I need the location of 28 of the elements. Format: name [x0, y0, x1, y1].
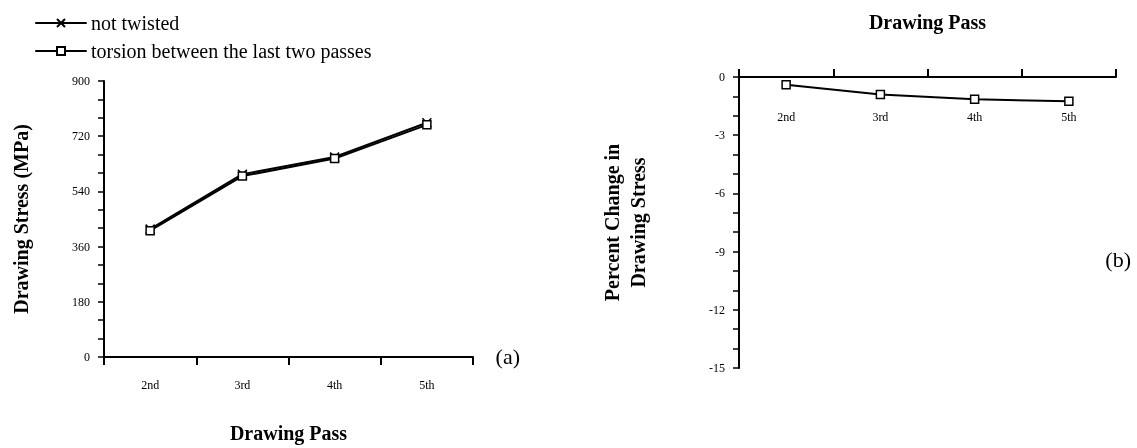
annotation: (b)	[1105, 246, 1131, 272]
y-axis-title: Percent Change in Drawing Stress	[601, 143, 650, 302]
x-tick-label: 5th	[419, 378, 435, 392]
y-tick-label: -9	[715, 244, 725, 259]
y-tick-label: -3	[715, 128, 725, 143]
x-tick-label: 3rd	[234, 378, 251, 392]
x-tick-label: 2nd	[141, 378, 160, 392]
y-tick-label: 0	[719, 70, 725, 84]
x-axis-title: Drawing Pass	[229, 422, 348, 445]
legend-label: torsion between the last two passes	[91, 40, 372, 63]
y-tick-label: 900	[72, 74, 90, 88]
y-tick-label: 0	[84, 350, 90, 364]
y-tick-label: -6	[715, 186, 725, 201]
y-axis-title: Drawing Stress (MPa)	[10, 124, 33, 314]
y-tick-label: -15	[709, 361, 725, 375]
x-tick-label: 4th	[326, 378, 343, 392]
x-axis-title: Drawing Pass	[868, 11, 987, 34]
y-tick-label: -12	[709, 302, 725, 317]
x-tick-label: 5th	[1061, 110, 1077, 124]
x-tick-label: 2nd	[777, 110, 796, 124]
y-tick-label: 540	[72, 184, 90, 199]
legend-label: not twisted	[91, 12, 180, 34]
y-tick-label: 720	[72, 129, 90, 144]
x-tick-label: 3rd	[872, 110, 889, 124]
x-tick-label: 4th	[966, 110, 983, 124]
y-tick-label: 360	[72, 239, 90, 254]
y-tick-label: 180	[72, 294, 90, 309]
text: (a)	[495, 343, 520, 369]
